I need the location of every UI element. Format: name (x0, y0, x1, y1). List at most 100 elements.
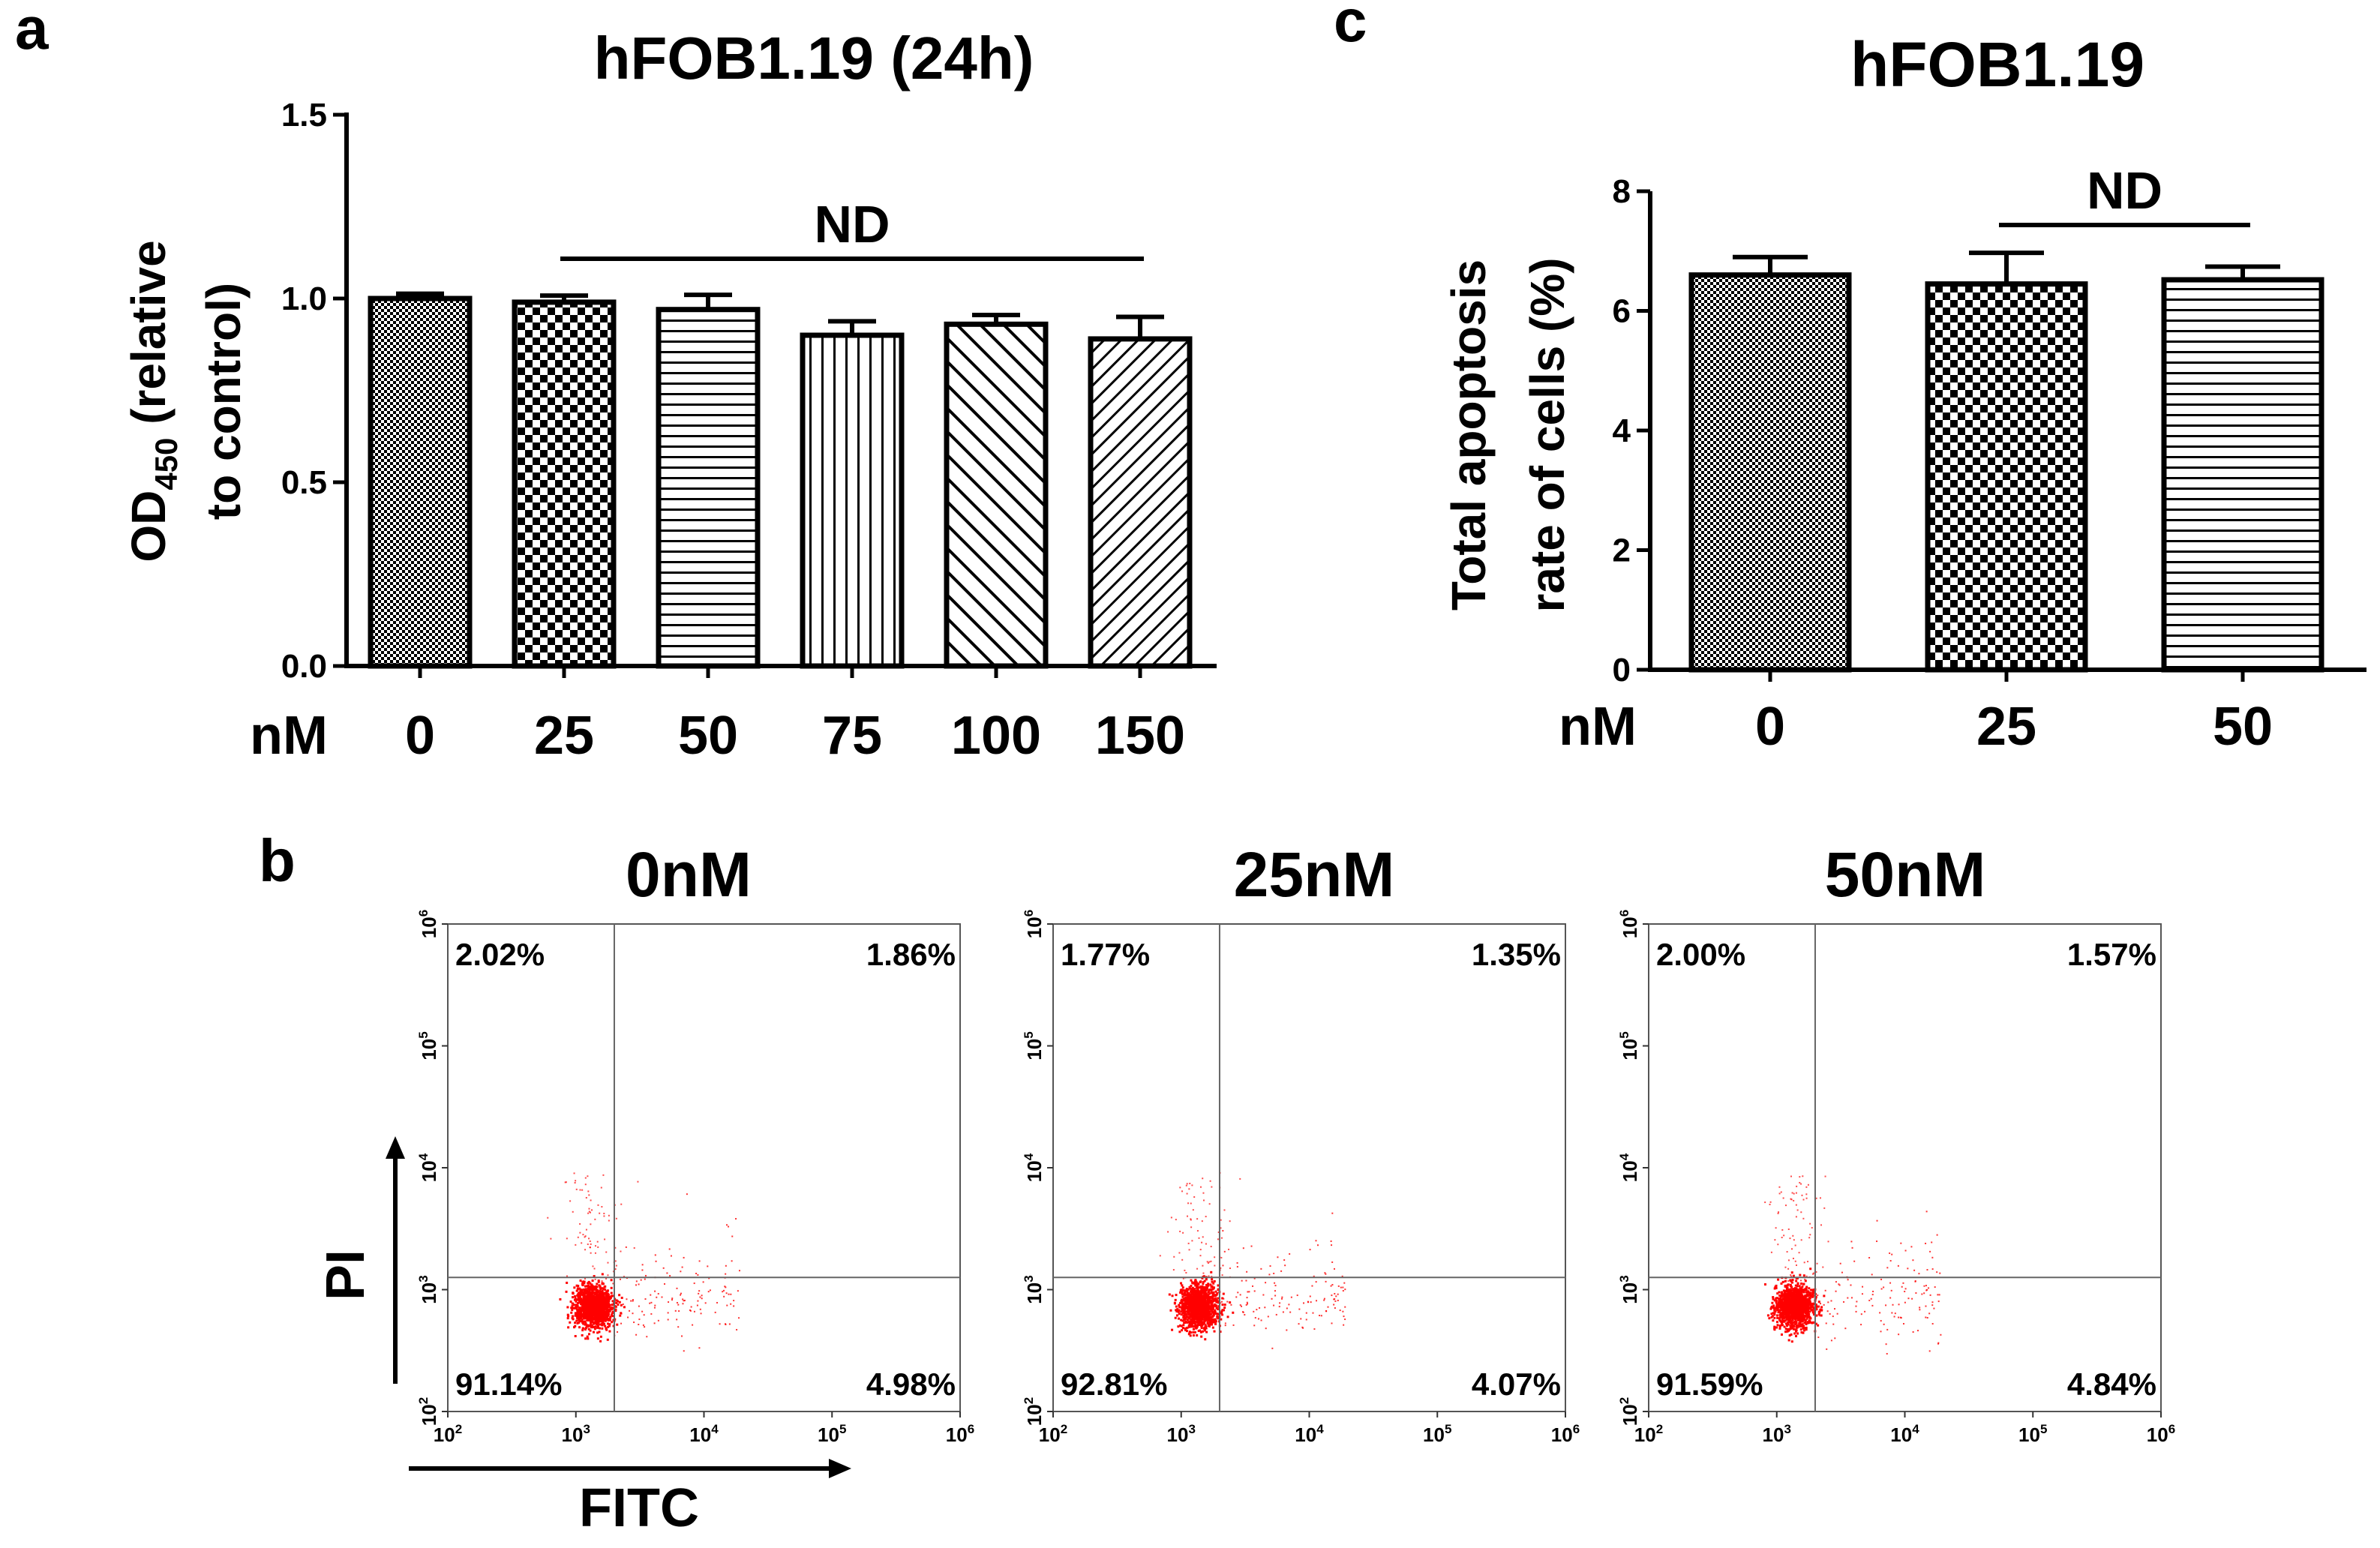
flow-dot (1782, 1310, 1785, 1312)
flow-dot (1770, 1316, 1773, 1318)
flow-dot (1217, 1231, 1220, 1233)
flow-dot (608, 1300, 611, 1303)
flow-dot (1339, 1310, 1341, 1312)
flow-dot (1802, 1327, 1805, 1330)
flow-dot (587, 1295, 590, 1298)
flow-dot (1787, 1259, 1790, 1262)
flow-dot (1790, 1340, 1793, 1343)
flow-dot (605, 1294, 608, 1298)
flow-dot (1795, 1322, 1798, 1324)
flow-dot (1815, 1314, 1818, 1317)
flow-dot (599, 1296, 602, 1299)
flow-dot (585, 1325, 588, 1328)
flow-dot (604, 1238, 606, 1240)
flow-dot (588, 1208, 590, 1210)
flow-dot (590, 1291, 593, 1294)
flow-dot (1928, 1287, 1930, 1289)
flow-plot-frame (447, 923, 961, 1412)
flow-dot (1841, 1271, 1843, 1274)
flow-dot (1871, 1304, 1874, 1306)
flow-dot (1191, 1297, 1194, 1300)
flow-dot (1183, 1303, 1186, 1306)
flow-dot (1851, 1246, 1853, 1249)
flow-dot (591, 1297, 594, 1300)
flow-dot (1271, 1298, 1273, 1300)
flow-dot (1793, 1316, 1796, 1319)
flow-dot (1184, 1269, 1186, 1271)
tick-base: 10 (1295, 1424, 1316, 1446)
flow-dot (611, 1300, 614, 1303)
flow-dot (1784, 1306, 1787, 1309)
flow-dot (1793, 1309, 1796, 1312)
flow-dot (583, 1295, 586, 1298)
flow-dot (1830, 1340, 1832, 1342)
flow-dot (1788, 1289, 1791, 1292)
flow-dot (602, 1297, 605, 1300)
flow-dot (1229, 1268, 1231, 1270)
flow-dot (1772, 1306, 1775, 1310)
flow-dot (1779, 1295, 1782, 1298)
flow-dot (1190, 1295, 1193, 1298)
flow-dot (1790, 1300, 1793, 1304)
flow-plot-points (547, 1172, 740, 1352)
flow-dot (1194, 1301, 1197, 1304)
flow-dot (596, 1331, 599, 1334)
flow-dot (1190, 1315, 1193, 1318)
flow-dot (1197, 1322, 1200, 1325)
flow-dot (1211, 1288, 1214, 1291)
flow-dot (1783, 1292, 1786, 1294)
pi-axis-arrowhead-icon (386, 1136, 405, 1159)
flow-dot (1212, 1321, 1215, 1324)
flow-dot (584, 1235, 587, 1238)
flow-dot (1796, 1324, 1799, 1328)
flow-dot (581, 1291, 584, 1294)
flow-dot (1181, 1288, 1184, 1292)
flow-dot (585, 1309, 588, 1312)
flow-dot (1205, 1294, 1208, 1297)
flow-plot-title: 25nM (1234, 839, 1395, 910)
flow-dot (1181, 1258, 1184, 1261)
flow-dot (1811, 1292, 1814, 1294)
tick-exponent: 2 (455, 1422, 462, 1436)
flow-dot (1334, 1300, 1337, 1302)
flow-dot (1772, 1296, 1775, 1299)
flow-dot (574, 1295, 577, 1298)
flow-dot (1334, 1307, 1336, 1310)
flow-dot (1305, 1318, 1307, 1321)
flow-xtick-label: 105 (2018, 1422, 2047, 1446)
flow-dot (1802, 1302, 1805, 1305)
flow-dot (1816, 1262, 1818, 1264)
flow-dot (592, 1295, 595, 1298)
flow-dot (1186, 1301, 1189, 1304)
flow-dot (1209, 1180, 1211, 1182)
flow-dot (1885, 1304, 1887, 1306)
flow-dot (1812, 1288, 1815, 1292)
flow-dot (1775, 1286, 1778, 1289)
flow-dot (1799, 1298, 1802, 1300)
flow-dot (566, 1275, 568, 1277)
flow-dot (698, 1290, 701, 1292)
flow-dot (1176, 1314, 1179, 1317)
flow-dot (1204, 1292, 1207, 1295)
flow-dot (1215, 1293, 1218, 1296)
flow-dot (579, 1293, 582, 1296)
flow-dot (1780, 1191, 1782, 1193)
flow-dot (1179, 1289, 1182, 1292)
flow-dot (1252, 1285, 1254, 1287)
flow-dot (1778, 1318, 1781, 1321)
flow-dot (1830, 1300, 1832, 1302)
flow-ytick-label: 104 (1617, 1153, 1641, 1182)
flow-dot (623, 1276, 625, 1278)
flow-dot (1815, 1305, 1818, 1308)
flow-dot (1205, 1243, 1207, 1245)
flow-dot (677, 1304, 680, 1306)
flow-dot (571, 1309, 574, 1312)
flow-dot (1331, 1322, 1333, 1324)
flow-dot (594, 1301, 597, 1304)
flow-dot (1181, 1292, 1184, 1294)
flow-dot (1925, 1316, 1927, 1318)
flow-dot (1805, 1328, 1808, 1331)
flow-dot (666, 1272, 668, 1274)
flow-dot (580, 1298, 583, 1301)
flow-dot (1274, 1290, 1276, 1292)
